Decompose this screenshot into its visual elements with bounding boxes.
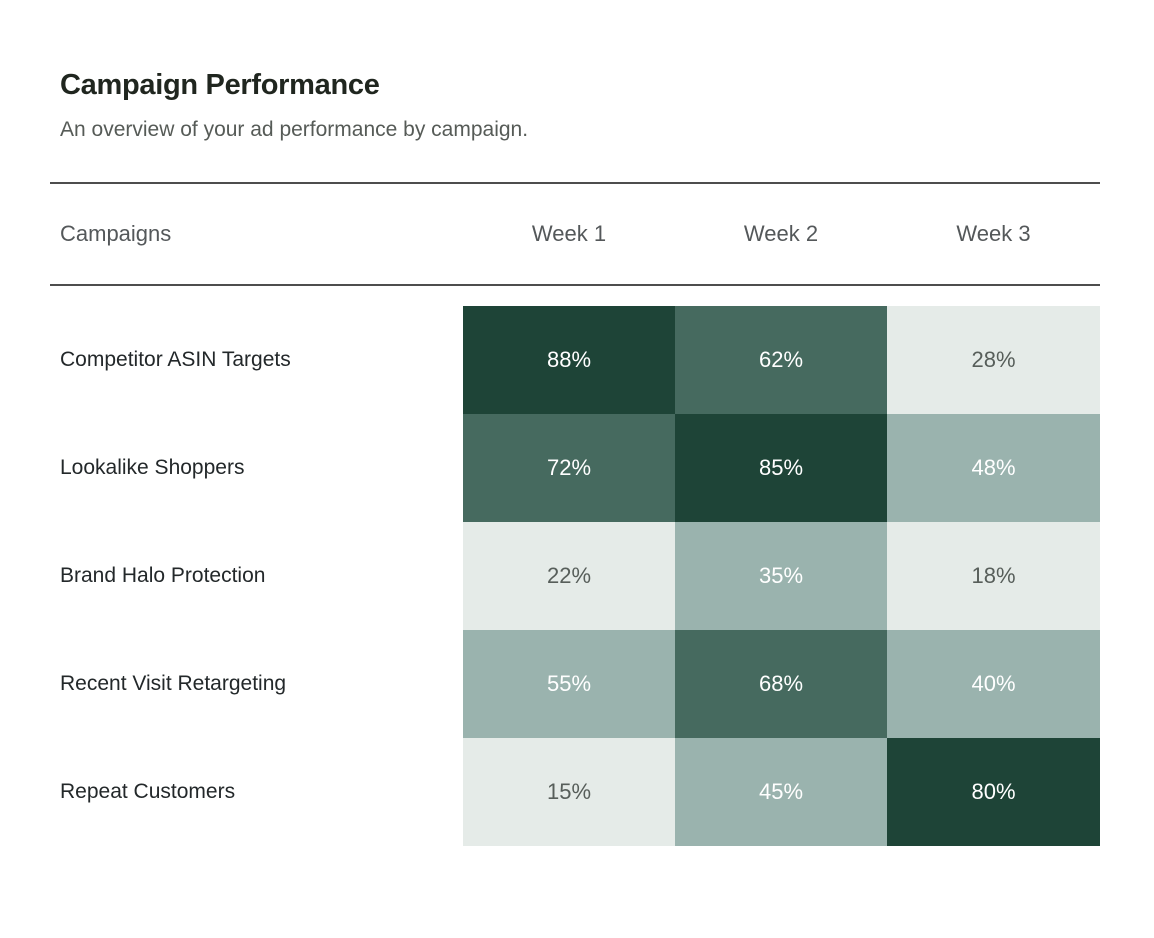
heat-cell: 35% bbox=[675, 522, 887, 631]
heat-cell: 88% bbox=[463, 306, 675, 415]
heat-cell: 55% bbox=[463, 630, 675, 739]
row-label: Competitor ASIN Targets bbox=[60, 348, 291, 372]
table-row: Repeat Customers 15% 45% 80% bbox=[50, 738, 1100, 847]
page-subtitle: An overview of your ad performance by ca… bbox=[60, 117, 529, 141]
heat-cell: 68% bbox=[675, 630, 887, 739]
campaign-heatmap-table: Campaigns Week 1 Week 2 Week 3 Competito… bbox=[50, 182, 1100, 847]
row-label: Brand Halo Protection bbox=[60, 564, 266, 588]
heat-cell: 18% bbox=[887, 522, 1100, 631]
heat-cell: 40% bbox=[887, 630, 1100, 739]
heat-cell: 72% bbox=[463, 414, 675, 523]
heat-cell: 48% bbox=[887, 414, 1100, 523]
row-label: Repeat Customers bbox=[60, 780, 236, 804]
table-row: Brand Halo Protection 22% 35% 18% bbox=[50, 522, 1100, 631]
heat-cell: 28% bbox=[887, 306, 1100, 415]
column-header-week-3: Week 3 bbox=[956, 221, 1031, 247]
page-title: Campaign Performance bbox=[60, 69, 380, 101]
heat-cell: 80% bbox=[887, 738, 1100, 847]
heatmap-body: Competitor ASIN Targets 88% 62% 28% Look… bbox=[50, 306, 1100, 847]
column-header-week-1: Week 1 bbox=[531, 221, 607, 247]
heat-cell: 15% bbox=[463, 738, 675, 847]
table-row: Competitor ASIN Targets 88% 62% 28% bbox=[50, 306, 1100, 415]
column-header-campaigns: Campaigns bbox=[60, 221, 172, 247]
heat-cell: 62% bbox=[675, 306, 887, 415]
table-header-row: Campaigns Week 1 Week 2 Week 3 bbox=[50, 184, 1100, 287]
row-label: Lookalike Shoppers bbox=[60, 456, 245, 480]
column-header-week-2: Week 2 bbox=[743, 221, 819, 247]
heat-cell: 85% bbox=[675, 414, 887, 523]
heat-cell: 22% bbox=[463, 522, 675, 631]
table-row: Recent Visit Retargeting 55% 68% 40% bbox=[50, 630, 1100, 739]
campaign-performance-card: Campaign Performance An overview of your… bbox=[50, 0, 1100, 847]
table-row: Lookalike Shoppers 72% 85% 48% bbox=[50, 414, 1100, 523]
row-label: Recent Visit Retargeting bbox=[60, 672, 287, 696]
heat-cell: 45% bbox=[675, 738, 887, 847]
